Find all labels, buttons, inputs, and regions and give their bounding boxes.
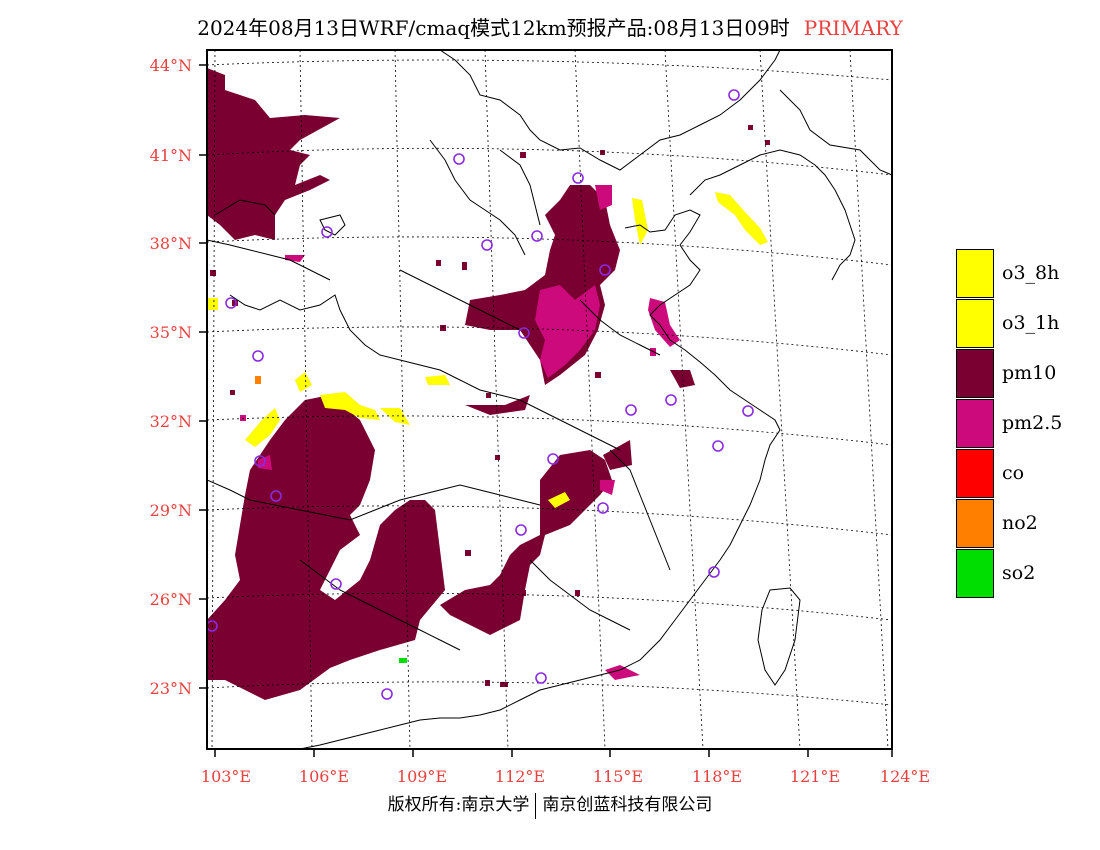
legend-label: o3_1h — [1002, 312, 1060, 334]
title-text: 2024年08月13日WRF/cmaq模式12km预报产品:08月13日09时 — [197, 16, 790, 40]
legend-item-so2: so2 — [956, 549, 1100, 599]
legend-label: o3_8h — [1002, 262, 1060, 284]
pm10-regions — [207, 68, 695, 700]
legend-swatch — [956, 299, 994, 348]
o3-regions — [207, 192, 768, 508]
legend-label: pm10 — [1002, 362, 1057, 384]
copyright-left: 版权所有:南京大学 — [387, 795, 530, 815]
longitude-labels: 103°E 106°E 109°E 112°E 115°E 118°E 121°… — [201, 767, 930, 786]
scattered-cells — [210, 125, 770, 687]
legend-swatch — [956, 399, 994, 448]
legend-item-pm10: pm10 — [956, 349, 1100, 399]
legend-label: so2 — [1002, 562, 1036, 584]
map-title: 2024年08月13日WRF/cmaq模式12km预报产品:08月13日09时 P… — [0, 12, 1100, 41]
map-content — [207, 50, 892, 749]
latitude-labels: 44°N 41°N 38°N 35°N 32°N 29°N 26°N 23°N — [150, 56, 192, 698]
copyright-right: 南京创蓝科技有限公司 — [542, 795, 713, 815]
lat-label: 35°N — [150, 323, 192, 342]
legend-label: no2 — [1002, 512, 1038, 534]
tick-marks — [199, 64, 893, 757]
pollutant-legend: o3_8h o3_1h pm10 pm2.5 co no2 so2 — [956, 249, 1100, 599]
lon-label: 115°E — [593, 767, 643, 786]
legend-label: co — [1002, 462, 1025, 484]
footer-divider — [535, 792, 537, 819]
legend-swatch — [956, 249, 994, 298]
legend-item-o3-8h: o3_8h — [956, 249, 1100, 299]
lon-label: 118°E — [692, 767, 742, 786]
lon-label: 112°E — [495, 767, 545, 786]
station-markers — [207, 89, 754, 700]
legend-swatch — [956, 349, 994, 398]
legend-item-pm25: pm2.5 — [956, 399, 1100, 449]
lat-label: 26°N — [150, 590, 192, 609]
lat-label: 44°N — [150, 56, 192, 75]
copyright-footer: 版权所有:南京大学 南京创蓝科技有限公司 — [0, 790, 1100, 819]
lon-label: 103°E — [201, 767, 251, 786]
legend-swatch — [956, 449, 994, 498]
legend-item-no2: no2 — [956, 499, 1100, 549]
legend-swatch — [956, 549, 994, 598]
lon-label: 106°E — [299, 767, 349, 786]
legend-item-o3-1h: o3_1h — [956, 299, 1100, 349]
graticule — [207, 50, 892, 749]
legend-item-co: co — [956, 449, 1100, 499]
lon-label: 109°E — [397, 767, 447, 786]
legend-swatch — [956, 499, 994, 548]
lat-label: 32°N — [150, 412, 192, 431]
boundaries — [207, 50, 892, 749]
map-frame — [206, 49, 893, 750]
lat-label: 23°N — [150, 679, 192, 698]
lon-label: 124°E — [880, 767, 930, 786]
lon-label: 121°E — [790, 767, 840, 786]
legend-label: pm2.5 — [1002, 412, 1063, 434]
title-primary-tag: PRIMARY — [803, 16, 903, 40]
lat-label: 41°N — [150, 146, 192, 165]
lat-label: 38°N — [150, 234, 192, 253]
lat-label: 29°N — [150, 501, 192, 520]
